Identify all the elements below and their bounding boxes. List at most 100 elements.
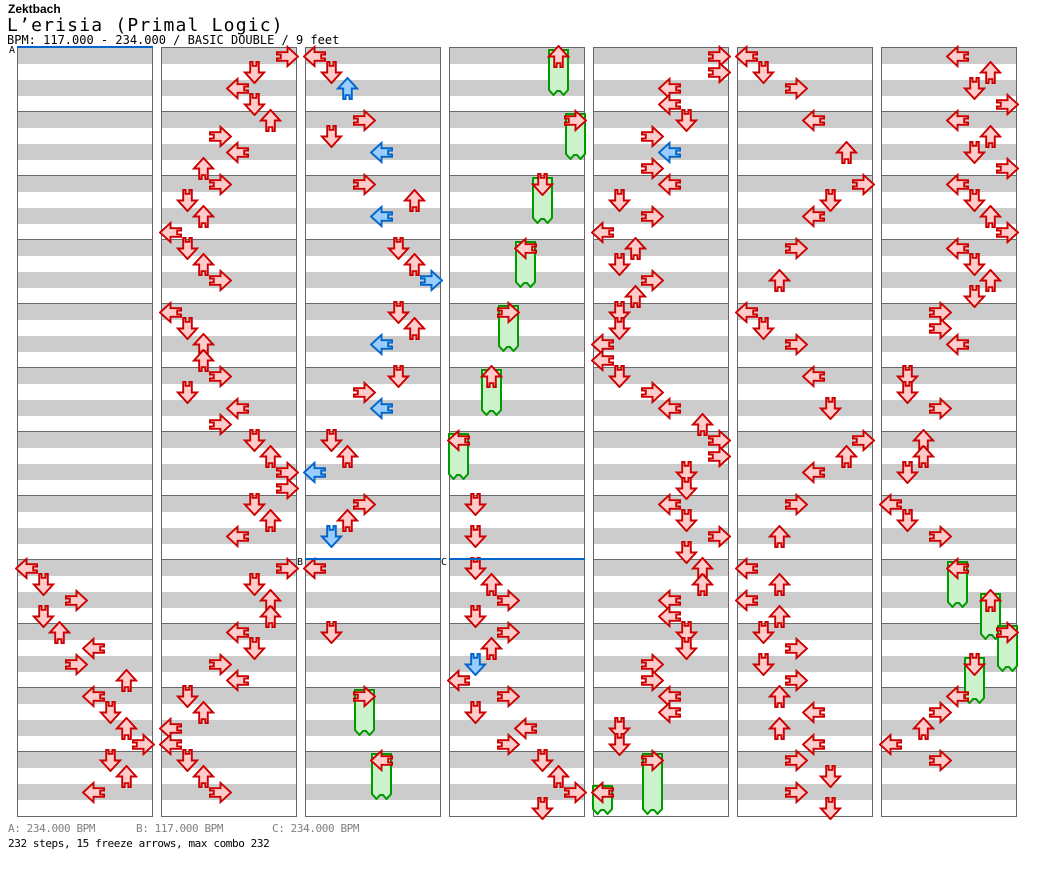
- step-arrow-up: [979, 204, 1003, 228]
- step-arrow-left: [590, 332, 614, 356]
- measure-line: [18, 111, 152, 112]
- step-arrow-left: [657, 684, 681, 708]
- step-arrow-up: [768, 268, 792, 292]
- step-arrow-left: [657, 396, 681, 420]
- step-arrow-right: [929, 316, 953, 340]
- measure-line: [594, 687, 728, 688]
- step-arrow-right: [641, 124, 665, 148]
- step-arrow-up: [115, 668, 139, 692]
- step-arrow-right: [353, 172, 377, 196]
- step-arrow-right: [929, 700, 953, 724]
- step-arrow-down: [242, 572, 266, 596]
- step-arrow-right: [785, 76, 809, 100]
- freeze-arrow-head-right: [641, 748, 665, 772]
- step-arrow-left: [657, 604, 681, 628]
- step-arrow-right: [209, 364, 233, 388]
- step-arrow-down: [175, 380, 199, 404]
- measure-line: [162, 751, 296, 752]
- step-arrow-left: [945, 172, 969, 196]
- step-arrow-right: [852, 172, 876, 196]
- step-arrow-up: [835, 140, 859, 164]
- measure-line: [738, 303, 872, 304]
- measure-line: [738, 111, 872, 112]
- step-arrow-left: [225, 396, 249, 420]
- measure-line: [450, 495, 584, 496]
- step-arrow-down: [175, 188, 199, 212]
- measure-line: [594, 175, 728, 176]
- measure-line: [18, 559, 152, 560]
- step-arrow-right: [209, 172, 233, 196]
- measure-line: [306, 431, 440, 432]
- measure-line: [882, 559, 1016, 560]
- freeze-arrow-head-down: [530, 172, 554, 196]
- step-arrow-right: [276, 44, 300, 68]
- step-arrow-up: [259, 604, 283, 628]
- measure-line: [18, 687, 152, 688]
- step-arrow-right: [785, 492, 809, 516]
- step-arrow-down: [607, 316, 631, 340]
- step-arrow-left: [657, 92, 681, 116]
- step-arrow-down: [607, 188, 631, 212]
- step-arrow-right: [785, 636, 809, 660]
- chart-panel-7: [878, 44, 1020, 817]
- measure-line: [18, 303, 152, 304]
- artist-name: Zektbach: [8, 2, 61, 16]
- step-arrow-left: [302, 556, 326, 580]
- chart-panel-3: [302, 44, 444, 817]
- step-arrow-up: [979, 60, 1003, 84]
- step-arrow-left-blue: [369, 140, 393, 164]
- step-arrow-right: [209, 268, 233, 292]
- chart-panel-4: [446, 44, 588, 820]
- step-arrow-down: [319, 124, 343, 148]
- measure-line: [882, 303, 1016, 304]
- measure-line: [450, 175, 584, 176]
- measure-line: [450, 303, 584, 304]
- step-arrow-down: [818, 796, 842, 820]
- step-arrow-right: [929, 748, 953, 772]
- measure-line: [306, 751, 440, 752]
- chart-panel-1: [14, 47, 156, 817]
- step-arrow-down: [751, 60, 775, 84]
- step-arrow-left: [734, 588, 758, 612]
- measure-line: [450, 687, 584, 688]
- measure-line: [882, 239, 1016, 240]
- measure-line: [450, 623, 584, 624]
- step-arrow-down: [607, 732, 631, 756]
- measure-line: [450, 239, 584, 240]
- step-arrow-down: [98, 700, 122, 724]
- step-arrow-up: [48, 620, 72, 644]
- step-arrow-left: [878, 492, 902, 516]
- step-arrow-right: [996, 92, 1020, 116]
- step-arrow-left-blue: [369, 396, 393, 420]
- step-arrow-left: [158, 300, 182, 324]
- step-arrow-right: [276, 556, 300, 580]
- step-arrow-down: [962, 76, 986, 100]
- step-arrow-left: [513, 716, 537, 740]
- step-arrow-left: [801, 460, 825, 484]
- step-arrow-left: [734, 300, 758, 324]
- measure-line: [882, 175, 1016, 176]
- step-arrow-down: [751, 652, 775, 676]
- step-arrow-left: [945, 684, 969, 708]
- step-arrow-right: [641, 204, 665, 228]
- measure-line: [738, 175, 872, 176]
- measure-line: [738, 623, 872, 624]
- step-arrow-right: [996, 220, 1020, 244]
- step-arrow-left: [158, 220, 182, 244]
- measure-line: [306, 623, 440, 624]
- step-arrow-down: [175, 684, 199, 708]
- bpm-marker-label-C: C: [441, 557, 448, 568]
- step-arrow-down: [463, 604, 487, 628]
- step-arrow-left: [801, 204, 825, 228]
- step-arrow-down: [607, 364, 631, 388]
- measure-line: [306, 495, 440, 496]
- measure-line: [306, 303, 440, 304]
- step-arrow-left: [225, 620, 249, 644]
- step-arrow-left: [734, 556, 758, 580]
- measure-line: [162, 175, 296, 176]
- step-arrow-up: [259, 108, 283, 132]
- step-arrow-down: [242, 428, 266, 452]
- step-arrow-up: [192, 348, 216, 372]
- bpm-marker-label-B: B: [297, 557, 304, 568]
- step-arrow-right: [209, 780, 233, 804]
